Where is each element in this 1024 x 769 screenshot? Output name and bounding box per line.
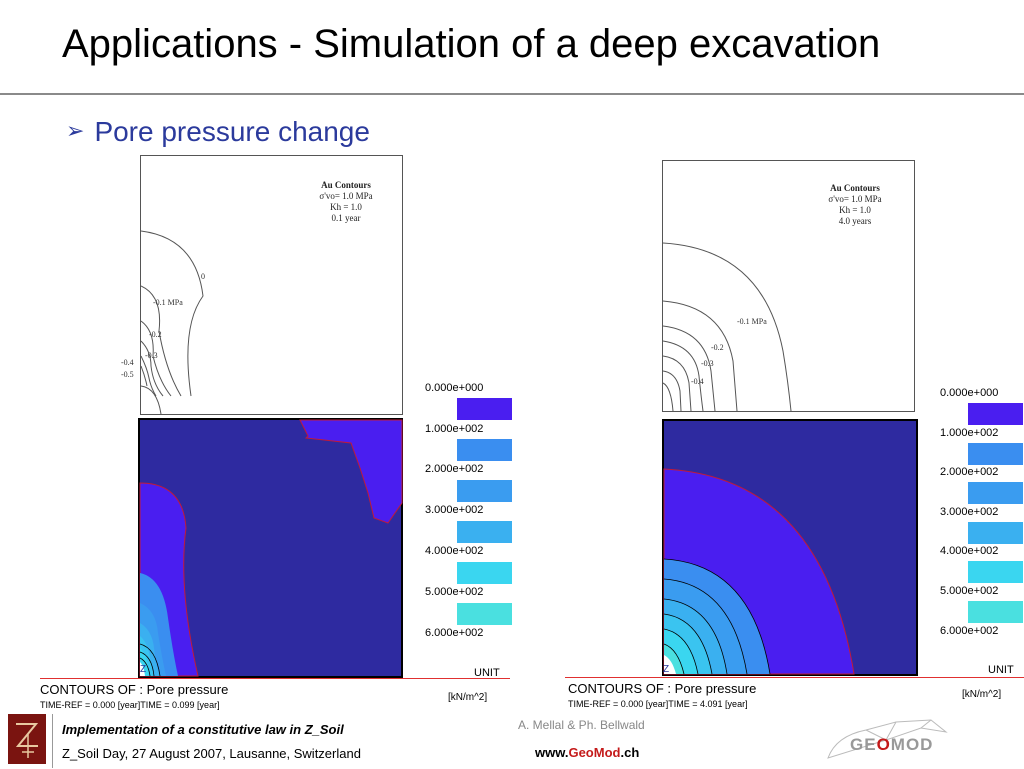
- right-unit-value: [kN/m^2]: [962, 689, 1002, 700]
- legend-label: 5.000e+002: [940, 585, 999, 597]
- legend-swatch: [968, 561, 1023, 583]
- contour-time: 4.0 years: [838, 216, 872, 226]
- contour-heading: Au Contours: [321, 180, 371, 190]
- legend-label: 2.000e+002: [425, 463, 484, 475]
- legend-swatch: [968, 601, 1023, 623]
- legend-swatch: [457, 603, 512, 625]
- legend-label: 1.000e+002: [940, 427, 999, 439]
- legend-label: 3.000e+002: [425, 504, 484, 516]
- contour-label: -0.2: [149, 330, 162, 339]
- footer-presentation-title: Implementation of a constitutive law in …: [62, 722, 344, 737]
- contour-label: -0.1 MPa: [153, 298, 183, 307]
- contour-label: -0.3: [145, 351, 158, 360]
- contour-label: -0.5: [121, 370, 134, 379]
- legend-label: 3.000e+002: [940, 506, 999, 518]
- bullet-point: ➢ Pore pressure change: [66, 116, 370, 148]
- legend-label: 4.000e+002: [940, 545, 999, 557]
- right-unit-label: UNIT: [988, 664, 1014, 676]
- zsoil-logo: [8, 714, 46, 764]
- geomod-logo-graphic: [827, 719, 948, 759]
- contour-stress: σ'vo= 1.0 MPa: [828, 194, 882, 204]
- left-time-ref: TIME-REF = 0.000 [year]TIME = 0.099 [yea…: [40, 700, 220, 710]
- right-z-axis-label: Z: [663, 664, 670, 675]
- legend-label: 2.000e+002: [940, 466, 999, 478]
- contour-label: -0.4: [691, 377, 704, 386]
- legend-swatch: [457, 521, 512, 543]
- right-time-ref: TIME-REF = 0.000 [year]TIME = 4.091 [yea…: [568, 699, 748, 709]
- legend-swatch: [968, 403, 1023, 425]
- contour-label: 0: [201, 272, 205, 281]
- logo-part-ge: GE: [850, 735, 877, 754]
- left-contour-info: Au Contours σ'vo= 1.0 MPa Kh = 1.0 0.1 y…: [309, 180, 383, 224]
- bullet-text: Pore pressure change: [94, 116, 370, 147]
- legend-swatch: [968, 482, 1023, 504]
- left-unit-label: UNIT: [474, 667, 500, 679]
- web-prefix: www.: [535, 745, 569, 760]
- arrow-bullet-icon: ➢: [66, 118, 85, 143]
- contour-label: -0.1 MPa: [737, 317, 767, 326]
- contour-heading: Au Contours: [830, 183, 880, 193]
- contour-stress: σ'vo= 1.0 MPa: [319, 191, 373, 201]
- geomod-logo-text: GEOMOD: [850, 735, 933, 755]
- contour-label: -0.4: [121, 358, 134, 367]
- legend-label: 1.000e+002: [425, 423, 484, 435]
- left-scan-contours: [141, 230, 204, 415]
- left-scan-contour-plot: Au Contours σ'vo= 1.0 MPa Kh = 1.0 0.1 y…: [121, 155, 403, 415]
- right-pore-pressure-plot: [662, 419, 918, 676]
- legend-label: 4.000e+002: [425, 545, 484, 557]
- contour-time: 0.1 year: [331, 213, 361, 223]
- legend-label: 6.000e+002: [425, 627, 484, 639]
- legend-swatch: [457, 562, 512, 584]
- legend-swatch: [968, 443, 1023, 465]
- footer-divider: [52, 714, 53, 768]
- contour-label: -0.2: [711, 343, 724, 352]
- footer-website[interactable]: www.GeoMod.ch: [535, 745, 639, 760]
- right-scan-contours: [663, 242, 792, 412]
- right-baseline: [565, 677, 1024, 678]
- title-divider: [0, 93, 1024, 95]
- zsoil-logo-icon: [15, 723, 39, 758]
- left-unit-value: [kN/m^2]: [448, 692, 488, 703]
- legend-label: 5.000e+002: [425, 586, 484, 598]
- left-baseline: [40, 678, 510, 679]
- legend-label: 6.000e+002: [940, 625, 999, 637]
- legend-swatch: [968, 522, 1023, 544]
- footer-event: Z_Soil Day, 27 August 2007, Lausanne, Sw…: [62, 746, 361, 761]
- legend-swatch: [457, 480, 512, 502]
- contour-kh: Kh = 1.0: [839, 205, 871, 215]
- left-pore-pressure-plot: [138, 418, 403, 678]
- web-geo: Geo: [568, 745, 594, 760]
- contour-label: -0.3: [701, 359, 714, 368]
- web-mod: Mod: [593, 745, 621, 760]
- legend-label: 0.000e+000: [425, 382, 484, 394]
- logo-part-mod: MOD: [890, 735, 934, 754]
- contour-kh: Kh = 1.0: [330, 202, 362, 212]
- legend-label: 0.000e+000: [940, 387, 999, 399]
- right-contour-info: Au Contours σ'vo= 1.0 MPa Kh = 1.0 4.0 y…: [815, 183, 895, 227]
- legend-swatch: [457, 398, 512, 420]
- left-contours-of: CONTOURS OF : Pore pressure: [40, 682, 229, 697]
- right-contours-of: CONTOURS OF : Pore pressure: [568, 681, 757, 696]
- footer-authors: A. Mellal & Ph. Bellwald: [518, 718, 645, 732]
- logo-part-o: O: [876, 735, 891, 754]
- web-suffix: .ch: [620, 745, 640, 760]
- left-z-axis-label: Z: [140, 664, 147, 675]
- slide-title: Applications - Simulation of a deep exca…: [62, 22, 881, 66]
- legend-swatch: [457, 439, 512, 461]
- right-scan-contour-plot: Au Contours σ'vo= 1.0 MPa Kh = 1.0 4.0 y…: [662, 160, 915, 412]
